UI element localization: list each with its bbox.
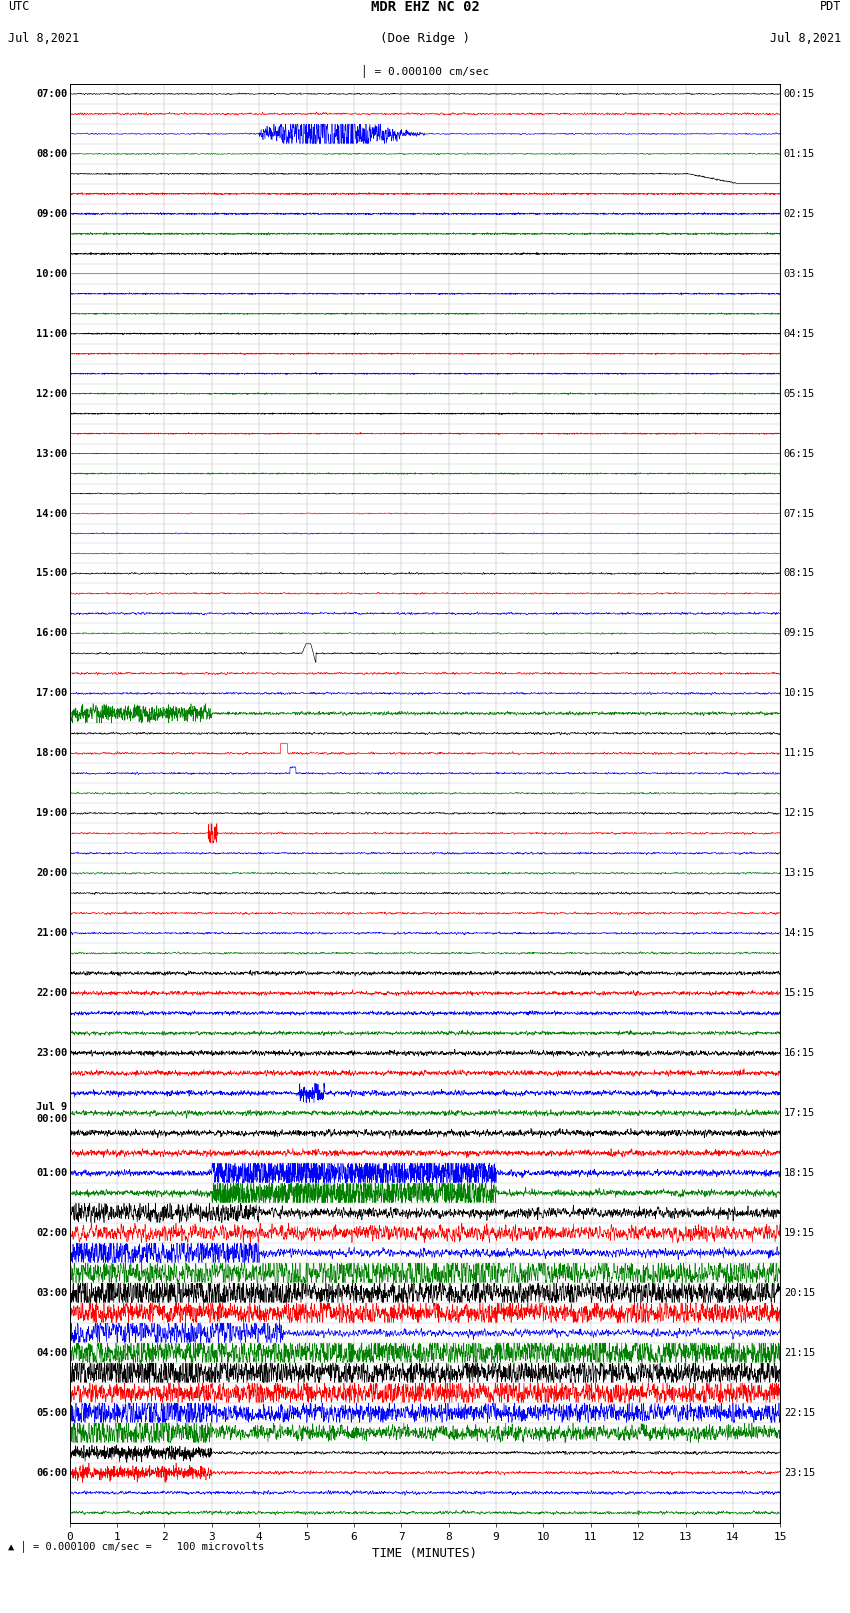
- Text: 14:15: 14:15: [784, 927, 815, 939]
- Text: PDT: PDT: [820, 0, 842, 13]
- Text: 20:00: 20:00: [37, 868, 68, 877]
- Text: 05:00: 05:00: [37, 1408, 68, 1418]
- Text: Jul 8,2021: Jul 8,2021: [8, 32, 80, 45]
- Text: 12:00: 12:00: [37, 389, 68, 398]
- Text: (Doe Ridge ): (Doe Ridge ): [380, 32, 470, 45]
- Text: 05:15: 05:15: [784, 389, 815, 398]
- Text: 20:15: 20:15: [784, 1287, 815, 1298]
- Text: 15:15: 15:15: [784, 989, 815, 998]
- Text: 11:15: 11:15: [784, 748, 815, 758]
- Text: │ = 0.000100 cm/sec: │ = 0.000100 cm/sec: [361, 66, 489, 79]
- Text: 04:00: 04:00: [37, 1348, 68, 1358]
- Text: 23:00: 23:00: [37, 1048, 68, 1058]
- Text: 23:15: 23:15: [784, 1468, 815, 1478]
- Text: Jul 8,2021: Jul 8,2021: [770, 32, 842, 45]
- Text: 13:00: 13:00: [37, 448, 68, 458]
- Text: 02:00: 02:00: [37, 1227, 68, 1237]
- Text: 10:15: 10:15: [784, 689, 815, 698]
- Text: 00:15: 00:15: [784, 89, 815, 98]
- Text: 16:00: 16:00: [37, 629, 68, 639]
- Text: 21:15: 21:15: [784, 1348, 815, 1358]
- Text: 15:00: 15:00: [37, 568, 68, 579]
- Text: 11:00: 11:00: [37, 329, 68, 339]
- Text: 13:15: 13:15: [784, 868, 815, 877]
- Text: 14:00: 14:00: [37, 508, 68, 518]
- Text: 10:00: 10:00: [37, 269, 68, 279]
- Text: 19:15: 19:15: [784, 1227, 815, 1237]
- X-axis label: TIME (MINUTES): TIME (MINUTES): [372, 1547, 478, 1560]
- Text: 17:00: 17:00: [37, 689, 68, 698]
- Text: 18:00: 18:00: [37, 748, 68, 758]
- Text: 22:15: 22:15: [784, 1408, 815, 1418]
- Text: 03:15: 03:15: [784, 269, 815, 279]
- Text: 16:15: 16:15: [784, 1048, 815, 1058]
- Text: 08:15: 08:15: [784, 568, 815, 579]
- Text: 08:00: 08:00: [37, 148, 68, 158]
- Text: Jul 9
00:00: Jul 9 00:00: [37, 1102, 68, 1124]
- Text: 22:00: 22:00: [37, 989, 68, 998]
- Text: 01:00: 01:00: [37, 1168, 68, 1177]
- Text: 06:00: 06:00: [37, 1468, 68, 1478]
- Text: 06:15: 06:15: [784, 448, 815, 458]
- Text: 07:15: 07:15: [784, 508, 815, 518]
- Text: 09:15: 09:15: [784, 629, 815, 639]
- Text: 21:00: 21:00: [37, 927, 68, 939]
- Text: 18:15: 18:15: [784, 1168, 815, 1177]
- Text: 19:00: 19:00: [37, 808, 68, 818]
- Text: 12:15: 12:15: [784, 808, 815, 818]
- Text: 04:15: 04:15: [784, 329, 815, 339]
- Text: 01:15: 01:15: [784, 148, 815, 158]
- Text: 07:00: 07:00: [37, 89, 68, 98]
- Text: 03:00: 03:00: [37, 1287, 68, 1298]
- Text: 09:00: 09:00: [37, 208, 68, 219]
- Text: MDR EHZ NC 02: MDR EHZ NC 02: [371, 0, 479, 15]
- Text: UTC: UTC: [8, 0, 30, 13]
- Text: 02:15: 02:15: [784, 208, 815, 219]
- Text: 17:15: 17:15: [784, 1108, 815, 1118]
- Text: ▲ │ = 0.000100 cm/sec =    100 microvolts: ▲ │ = 0.000100 cm/sec = 100 microvolts: [8, 1540, 264, 1552]
